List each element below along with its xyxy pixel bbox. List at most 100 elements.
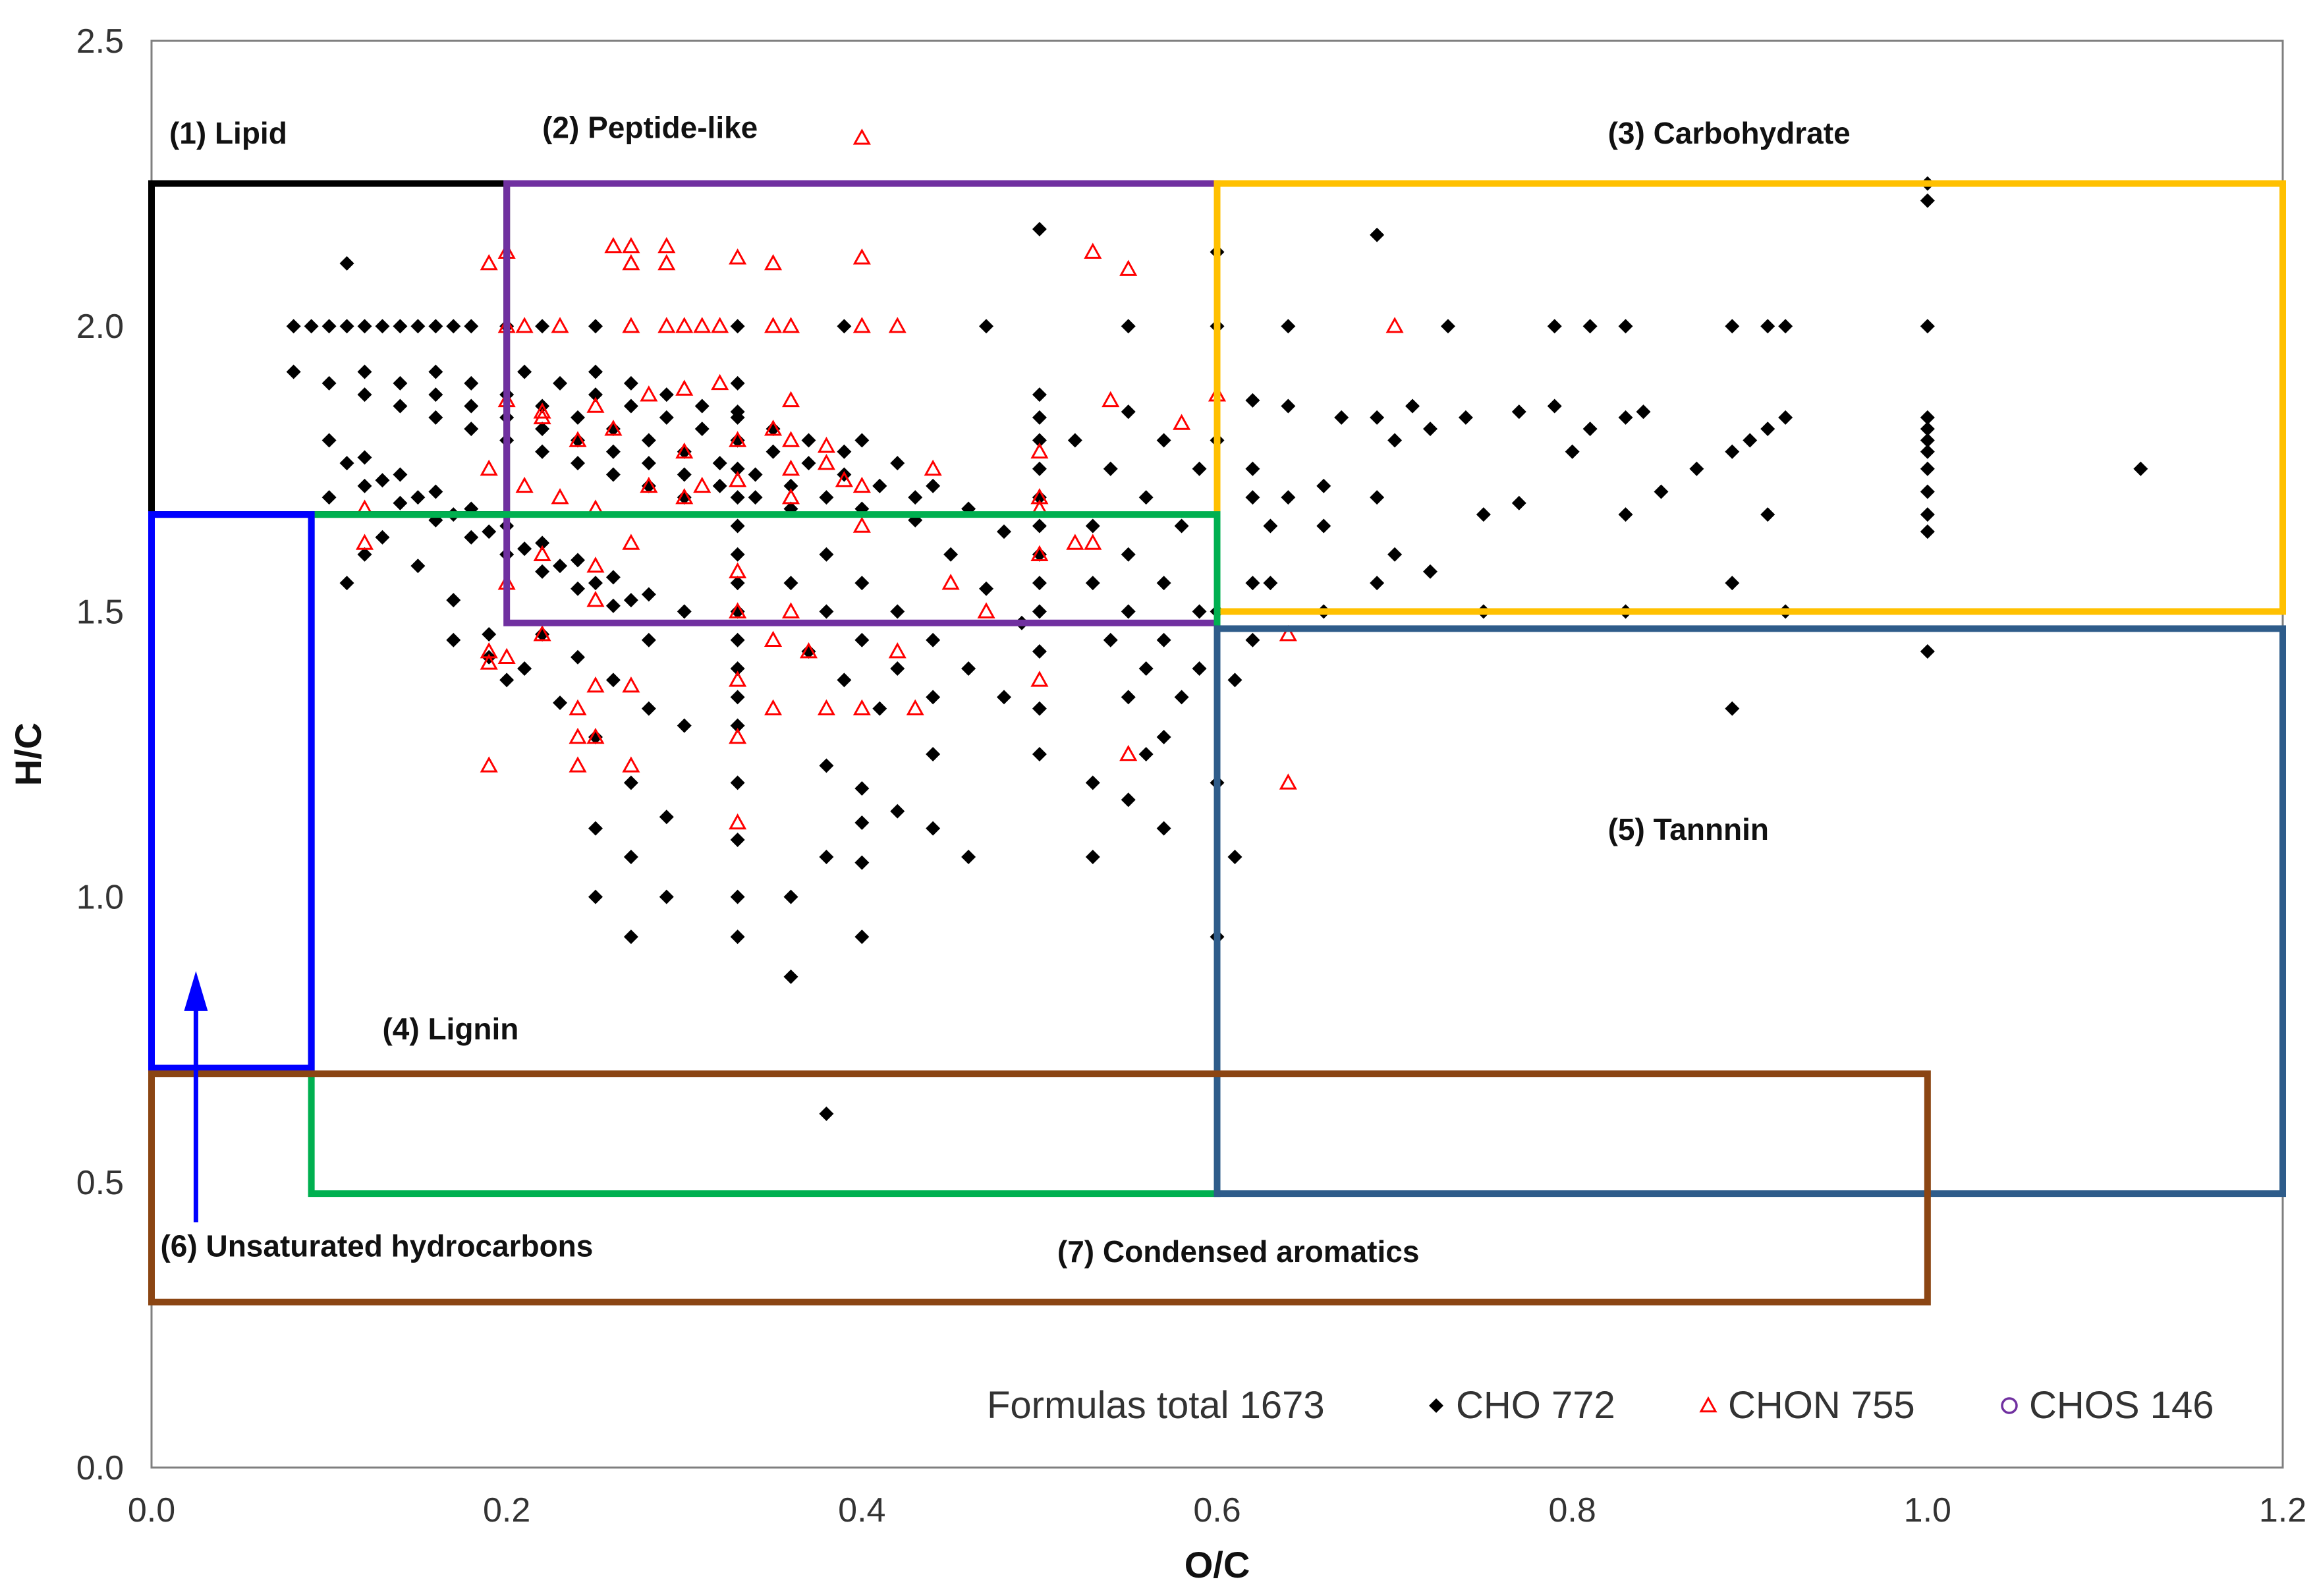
cho-point bbox=[766, 444, 781, 459]
chon-point bbox=[764, 420, 783, 436]
chon-point bbox=[569, 727, 587, 744]
cho-point bbox=[1138, 661, 1154, 676]
cho-point bbox=[588, 821, 603, 836]
cho-point bbox=[1547, 399, 1562, 414]
chon-point bbox=[852, 476, 871, 493]
chon-point bbox=[729, 562, 747, 579]
chon-point bbox=[1030, 671, 1049, 687]
cho-point bbox=[730, 461, 745, 476]
region-label: (1) Lipid bbox=[169, 116, 287, 150]
cho-point bbox=[819, 849, 834, 864]
chon-point bbox=[551, 488, 569, 505]
cho-point bbox=[1263, 518, 1278, 534]
chon-point bbox=[586, 397, 605, 413]
cho-point bbox=[357, 547, 372, 562]
cho-point bbox=[801, 644, 816, 659]
chon-point bbox=[729, 248, 747, 265]
cho-point bbox=[1103, 461, 1118, 476]
cho-point bbox=[1085, 576, 1100, 591]
chon-point bbox=[1279, 773, 1297, 790]
cho-point bbox=[517, 661, 532, 676]
cho-point bbox=[730, 775, 745, 790]
cho-point bbox=[1618, 507, 1633, 522]
cho-point bbox=[1920, 644, 1935, 659]
chon-point bbox=[852, 248, 871, 265]
cho-point bbox=[1138, 490, 1154, 505]
legend-marker bbox=[1429, 1398, 1443, 1413]
cho-point bbox=[605, 570, 621, 585]
cho-point bbox=[694, 399, 710, 414]
chon-point bbox=[729, 431, 747, 447]
cho-point bbox=[553, 696, 568, 711]
chon-point bbox=[586, 676, 605, 693]
cho-point bbox=[961, 661, 976, 676]
cho-point bbox=[730, 404, 745, 420]
cho-point bbox=[712, 478, 727, 493]
legend-marker bbox=[1699, 1396, 1717, 1413]
cho-point bbox=[623, 593, 638, 608]
cho-point bbox=[464, 399, 479, 414]
cho-point bbox=[1121, 604, 1136, 619]
x-tick-label: 1.0 bbox=[1904, 1491, 1951, 1529]
legend-entry-label: CHO 772 bbox=[1456, 1384, 1615, 1427]
cho-point bbox=[1725, 319, 1740, 334]
chon-point bbox=[622, 236, 640, 254]
cho-point bbox=[926, 690, 941, 705]
chon-point bbox=[622, 676, 640, 693]
cho-point bbox=[1476, 507, 1491, 522]
cho-point bbox=[837, 319, 852, 334]
cho-point bbox=[1263, 576, 1278, 591]
cho-point bbox=[535, 627, 550, 642]
cho-point bbox=[446, 593, 461, 608]
legend-marker bbox=[2001, 1397, 2018, 1414]
cho-point bbox=[730, 889, 745, 904]
cho-point bbox=[1405, 399, 1420, 414]
cho-point bbox=[730, 433, 745, 448]
cho-point bbox=[890, 456, 905, 471]
chon-point bbox=[729, 602, 747, 619]
chon-point bbox=[835, 471, 853, 487]
cho-point bbox=[872, 478, 887, 493]
x-axis-title: O/C bbox=[1185, 1544, 1250, 1585]
chon-point bbox=[888, 317, 907, 333]
chon-point bbox=[977, 602, 995, 619]
cho-point bbox=[712, 456, 727, 471]
chon-point bbox=[515, 476, 534, 493]
cho-point bbox=[1760, 422, 1775, 437]
cho-point bbox=[1174, 690, 1189, 705]
chon-point bbox=[781, 488, 800, 505]
cho-point bbox=[641, 587, 656, 602]
cho-point bbox=[997, 690, 1011, 705]
cho-point bbox=[605, 673, 621, 688]
cho-point bbox=[819, 1106, 834, 1121]
cho-point bbox=[641, 478, 656, 493]
cho-point bbox=[464, 319, 479, 334]
cho-point bbox=[553, 375, 568, 391]
cho-point bbox=[854, 781, 870, 796]
y-tick-label: 0.0 bbox=[76, 1449, 124, 1487]
cho-point bbox=[1174, 518, 1189, 534]
cho-point bbox=[1281, 319, 1296, 334]
cho-point bbox=[677, 604, 692, 619]
cho-point bbox=[464, 422, 479, 437]
cho-point bbox=[1245, 490, 1260, 505]
region-label: (2) Peptide-like bbox=[542, 110, 758, 144]
legend: Formulas total 1673 CHO 772 CHON 755 CHOS … bbox=[987, 1384, 2214, 1427]
cho-point bbox=[1032, 387, 1047, 402]
region-box bbox=[148, 511, 315, 1072]
cho-point bbox=[535, 564, 550, 579]
chon-point bbox=[781, 431, 800, 447]
cho-point bbox=[623, 849, 638, 864]
cho-point bbox=[1067, 433, 1082, 448]
cho-point bbox=[588, 319, 603, 334]
chon-point bbox=[924, 459, 942, 476]
annotation-arrows bbox=[184, 971, 208, 1223]
cho-point bbox=[890, 604, 905, 619]
cho-point bbox=[1423, 564, 1438, 579]
cho-point bbox=[801, 456, 816, 471]
cho-point bbox=[730, 604, 745, 619]
cho-point bbox=[375, 473, 390, 488]
chon-point bbox=[799, 642, 818, 659]
cho-point bbox=[730, 518, 745, 534]
